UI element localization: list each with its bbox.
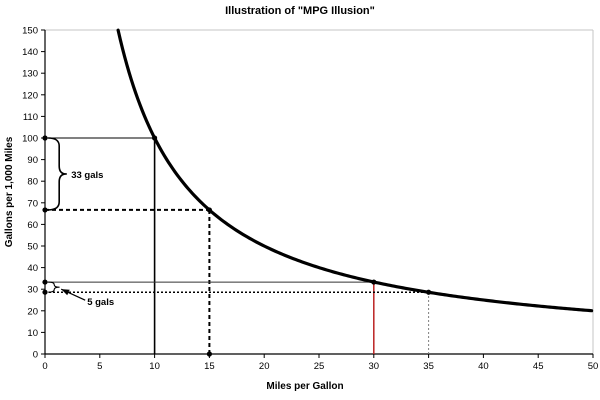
- y-tick-label: 80: [27, 177, 38, 188]
- data-point-marker: [42, 279, 48, 285]
- annotation-label: 33 gals: [71, 170, 103, 181]
- y-tick-label: 20: [27, 306, 38, 317]
- chart-title: Illustration of "MPG Illusion": [225, 5, 375, 17]
- data-point-marker: [206, 351, 212, 357]
- data-point-marker: [206, 207, 212, 213]
- x-tick-label: 5: [97, 361, 102, 372]
- brace: [48, 281, 60, 293]
- y-tick-label: 0: [33, 350, 38, 361]
- data-point-marker: [371, 279, 377, 285]
- y-tick-label: 100: [22, 134, 38, 145]
- y-tick-label: 70: [27, 198, 38, 209]
- data-point-marker: [426, 289, 432, 295]
- x-tick-label: 35: [423, 361, 434, 372]
- y-tick-label: 10: [27, 328, 38, 339]
- x-tick-label: 30: [369, 361, 380, 372]
- y-tick-label: 110: [23, 112, 38, 123]
- y-tick-label: 150: [22, 26, 38, 37]
- y-tick-label: 90: [27, 155, 38, 166]
- data-point-marker: [42, 135, 48, 141]
- x-tick-label: 45: [533, 361, 544, 372]
- data-point-marker: [42, 207, 48, 213]
- x-tick-label: 25: [314, 361, 325, 372]
- y-tick-label: 130: [22, 69, 38, 80]
- data-point-marker: [42, 289, 48, 295]
- annotation-arrowhead: [61, 289, 70, 296]
- x-tick-label: 0: [42, 361, 47, 372]
- x-tick-label: 20: [259, 361, 270, 372]
- annotation-label: 5 gals: [87, 297, 114, 308]
- data-point-marker: [152, 135, 158, 141]
- brace: [48, 137, 67, 211]
- x-tick-label: 10: [149, 361, 160, 372]
- y-tick-label: 30: [27, 285, 38, 296]
- y-axis-title: Gallons per 1,000 Miles: [4, 136, 15, 247]
- x-tick-label: 40: [478, 361, 489, 372]
- y-tick-label: 60: [27, 220, 38, 231]
- y-tick-label: 50: [27, 242, 38, 253]
- y-tick-label: 140: [22, 47, 38, 58]
- y-tick-label: 40: [27, 263, 38, 274]
- x-tick-label: 50: [588, 361, 599, 372]
- x-tick-label: 15: [204, 361, 215, 372]
- plot-area: 0 5 10 15 20 25 30 35 40 45 50 0 10 20 30 40 50 60 70 80 90 1…: [22, 26, 598, 373]
- x-axis-title: Miles per Gallon: [266, 381, 343, 392]
- gallons-per-1000-miles-curve: [116, 28, 594, 313]
- y-tick-label: 120: [22, 90, 38, 101]
